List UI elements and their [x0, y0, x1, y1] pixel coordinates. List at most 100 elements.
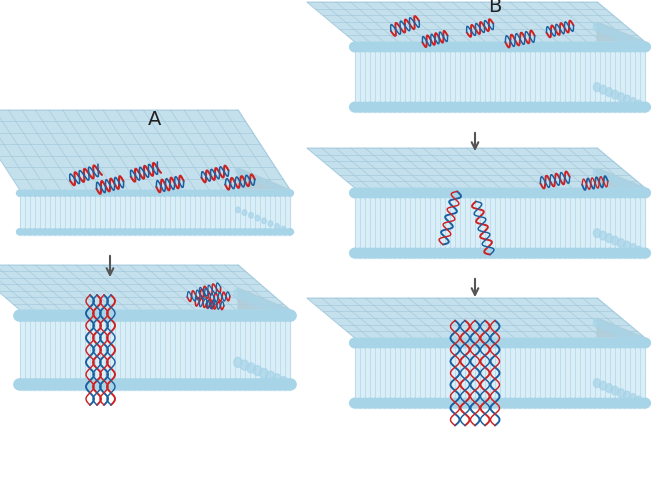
Ellipse shape [99, 379, 111, 390]
Ellipse shape [611, 30, 619, 39]
Polygon shape [238, 168, 290, 235]
Ellipse shape [445, 248, 456, 258]
Ellipse shape [520, 248, 530, 258]
Ellipse shape [119, 379, 131, 390]
Ellipse shape [564, 398, 575, 408]
Ellipse shape [81, 228, 88, 235]
Ellipse shape [395, 398, 405, 408]
Ellipse shape [271, 190, 279, 196]
Ellipse shape [580, 398, 591, 408]
Ellipse shape [600, 398, 611, 408]
Ellipse shape [226, 228, 233, 235]
Ellipse shape [625, 42, 635, 52]
Ellipse shape [500, 188, 510, 198]
Ellipse shape [369, 398, 380, 408]
Ellipse shape [395, 42, 405, 52]
Ellipse shape [415, 248, 426, 258]
Ellipse shape [510, 248, 520, 258]
Ellipse shape [275, 224, 279, 229]
Ellipse shape [625, 188, 635, 198]
Ellipse shape [349, 102, 361, 112]
Ellipse shape [369, 102, 380, 112]
Ellipse shape [500, 338, 510, 348]
Ellipse shape [460, 248, 470, 258]
Ellipse shape [202, 190, 208, 196]
Ellipse shape [385, 248, 395, 258]
Ellipse shape [574, 398, 585, 408]
Ellipse shape [385, 398, 395, 408]
Ellipse shape [474, 398, 486, 408]
Ellipse shape [530, 248, 540, 258]
Polygon shape [307, 2, 645, 42]
Ellipse shape [560, 338, 570, 348]
Ellipse shape [162, 190, 168, 196]
Ellipse shape [119, 310, 131, 321]
Ellipse shape [504, 338, 516, 348]
Ellipse shape [514, 188, 526, 198]
Ellipse shape [236, 228, 243, 235]
Ellipse shape [179, 310, 191, 321]
Ellipse shape [455, 338, 466, 348]
Ellipse shape [600, 188, 611, 198]
Ellipse shape [365, 338, 375, 348]
Ellipse shape [124, 379, 136, 390]
Ellipse shape [87, 228, 94, 235]
Ellipse shape [84, 310, 96, 321]
Ellipse shape [635, 186, 643, 195]
Ellipse shape [534, 102, 545, 112]
Ellipse shape [510, 188, 520, 198]
Ellipse shape [635, 336, 643, 345]
Ellipse shape [375, 188, 385, 198]
Ellipse shape [64, 310, 76, 321]
Ellipse shape [61, 228, 68, 235]
Ellipse shape [574, 338, 585, 348]
Ellipse shape [564, 102, 575, 112]
Polygon shape [597, 318, 645, 408]
Ellipse shape [504, 42, 516, 52]
Ellipse shape [600, 338, 611, 348]
Ellipse shape [204, 310, 216, 321]
Ellipse shape [524, 338, 535, 348]
Ellipse shape [29, 310, 41, 321]
Ellipse shape [79, 310, 91, 321]
Ellipse shape [550, 42, 560, 52]
Ellipse shape [216, 228, 224, 235]
Ellipse shape [174, 379, 186, 390]
Ellipse shape [242, 210, 247, 216]
Ellipse shape [455, 248, 466, 258]
Ellipse shape [254, 379, 266, 390]
Ellipse shape [640, 338, 651, 348]
Ellipse shape [494, 42, 506, 52]
Ellipse shape [253, 297, 262, 307]
Ellipse shape [617, 389, 625, 398]
Ellipse shape [494, 338, 506, 348]
Ellipse shape [369, 42, 380, 52]
Ellipse shape [480, 42, 490, 52]
Ellipse shape [605, 398, 615, 408]
Ellipse shape [474, 338, 486, 348]
Ellipse shape [510, 42, 520, 52]
Ellipse shape [623, 331, 631, 340]
Ellipse shape [267, 190, 273, 196]
Ellipse shape [635, 40, 643, 49]
Ellipse shape [67, 228, 73, 235]
Ellipse shape [229, 379, 241, 390]
Ellipse shape [415, 338, 426, 348]
Ellipse shape [129, 310, 141, 321]
Ellipse shape [359, 398, 370, 408]
Ellipse shape [37, 190, 43, 196]
Ellipse shape [92, 190, 98, 196]
Ellipse shape [620, 188, 631, 198]
Ellipse shape [19, 310, 31, 321]
Ellipse shape [629, 334, 637, 342]
Ellipse shape [445, 102, 456, 112]
Ellipse shape [405, 188, 415, 198]
Ellipse shape [635, 102, 645, 112]
Ellipse shape [47, 190, 53, 196]
Ellipse shape [262, 218, 267, 224]
Ellipse shape [106, 190, 114, 196]
Ellipse shape [109, 379, 121, 390]
Ellipse shape [172, 228, 178, 235]
Ellipse shape [112, 228, 118, 235]
Ellipse shape [379, 188, 390, 198]
